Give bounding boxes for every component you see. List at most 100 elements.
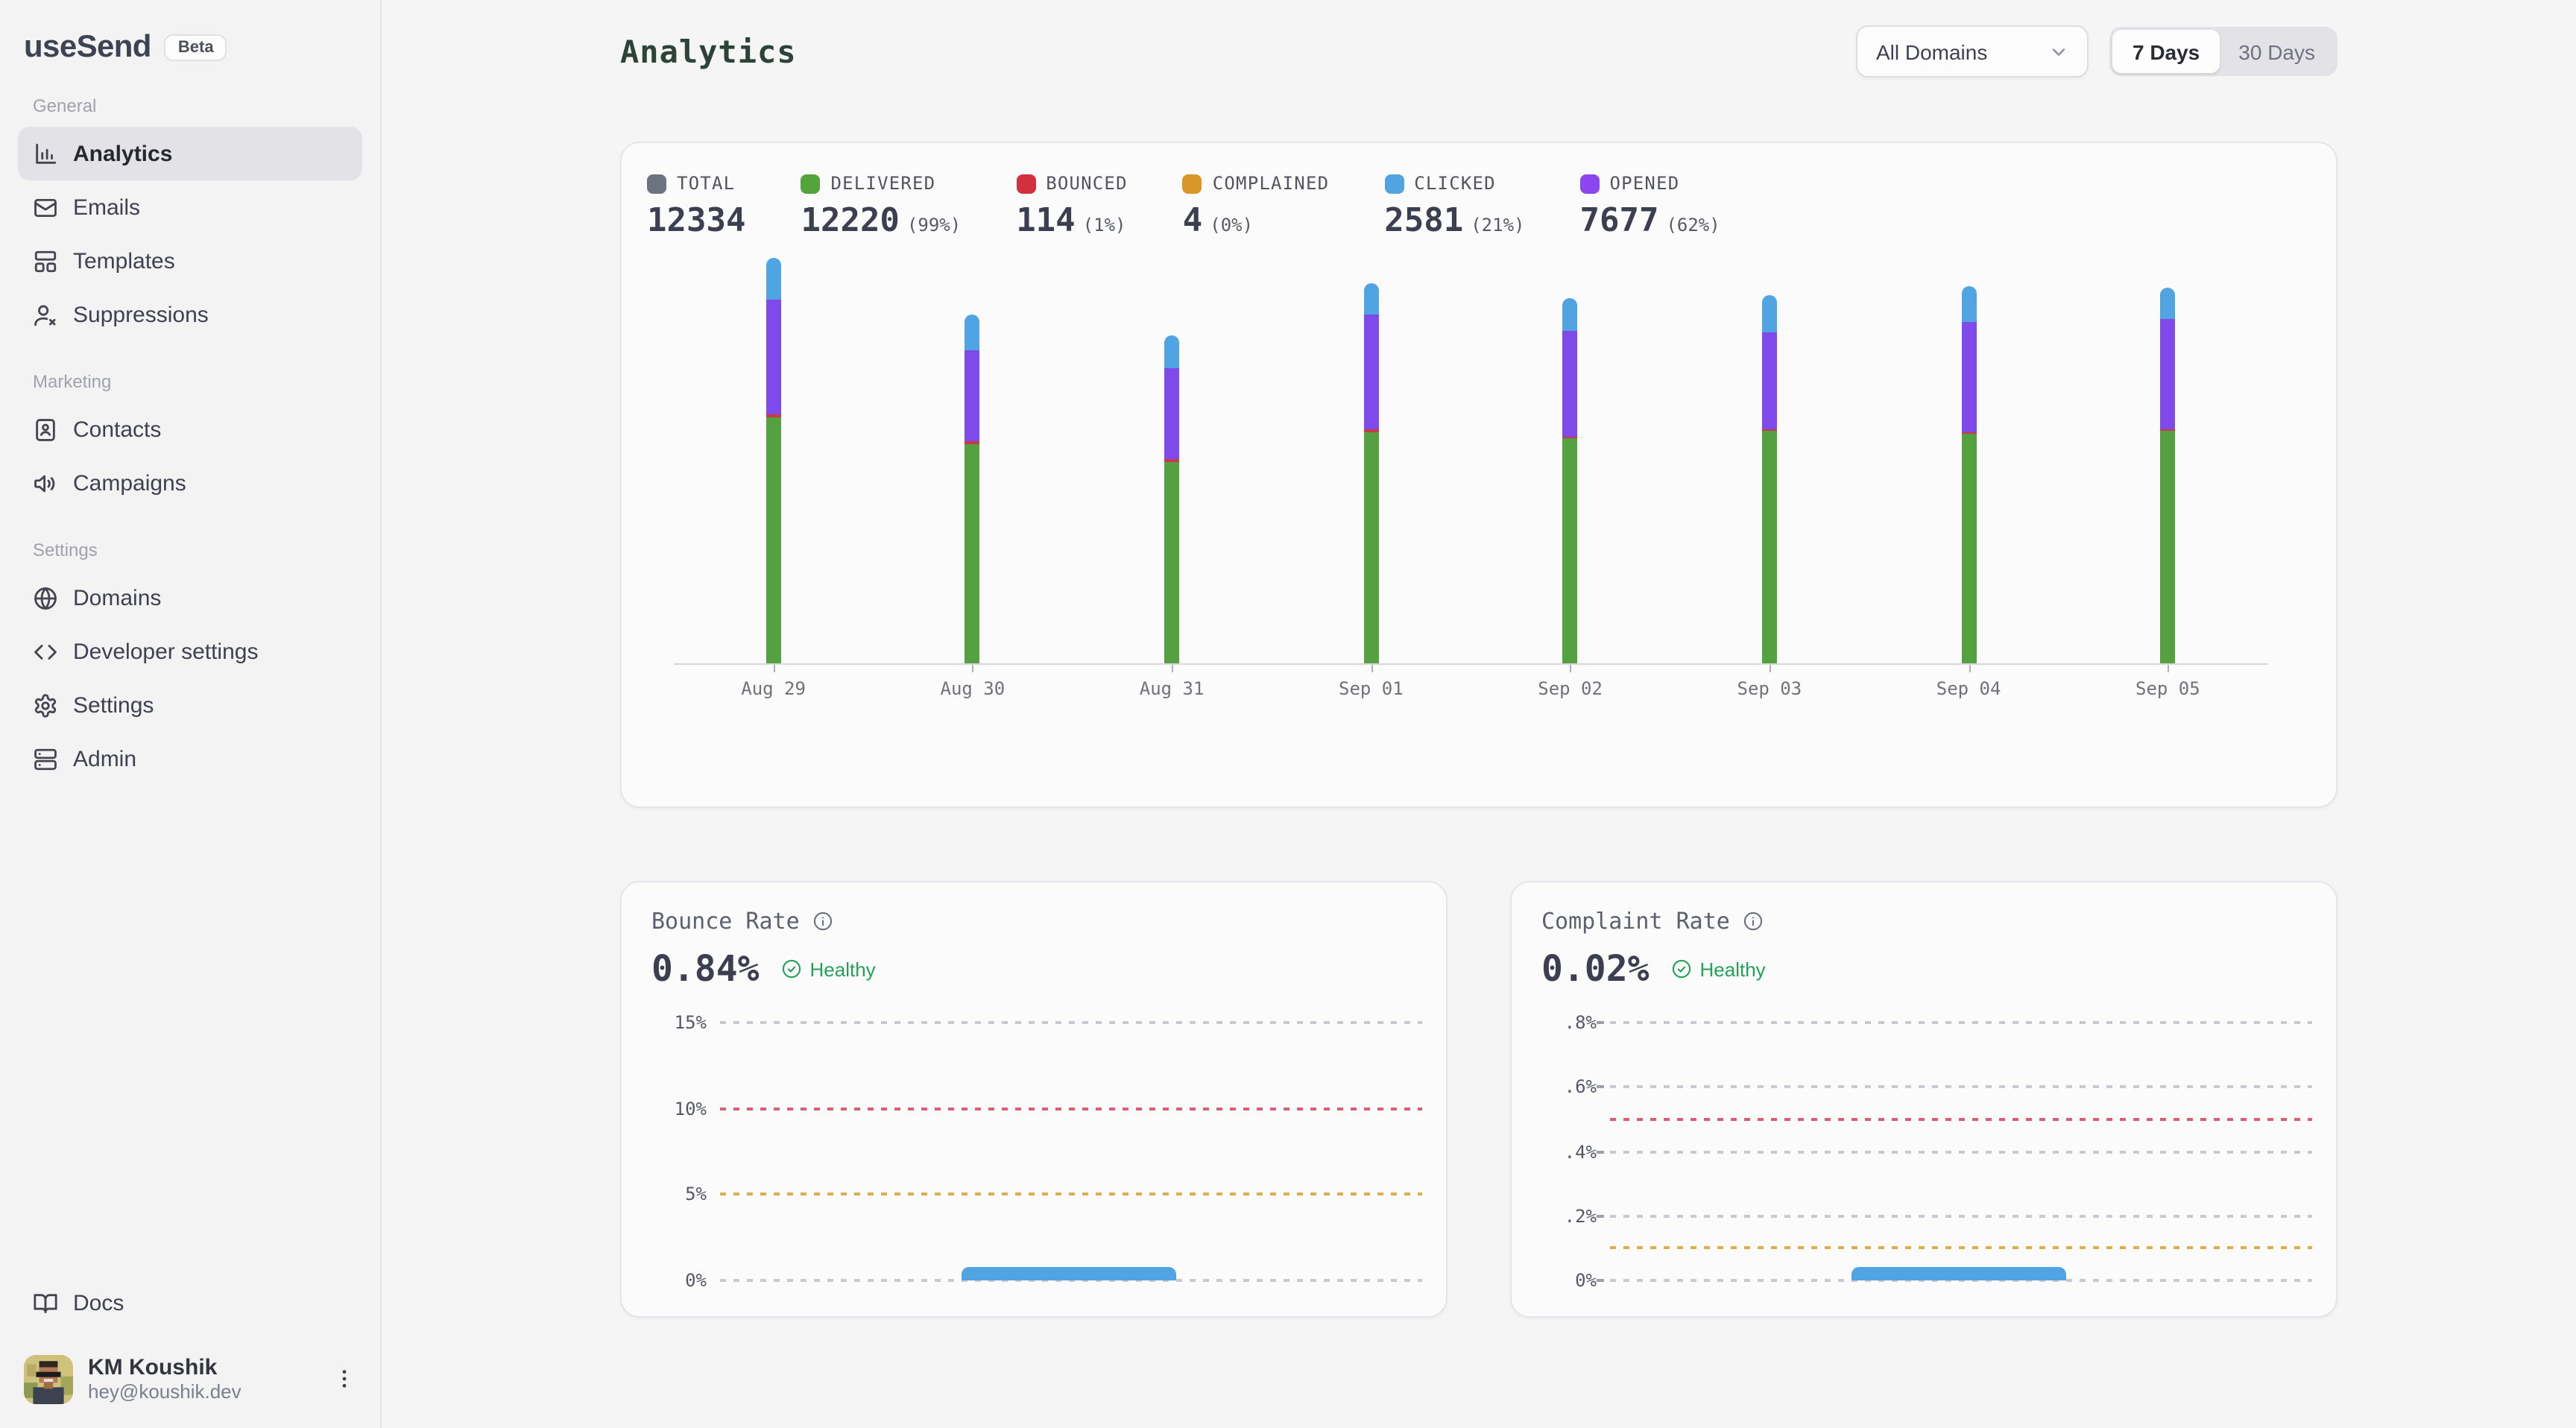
bar-segment-bounced (1363, 429, 1379, 432)
sidebar-item-domains[interactable]: Domains (18, 571, 362, 625)
threshold-line-0.5 (1610, 1117, 2312, 1121)
bar-slot-aug-30 (873, 315, 1072, 663)
stat-value: 114 (1%) (1016, 203, 1126, 240)
range-option-7-days[interactable]: 7 Days (2112, 30, 2220, 73)
complaint-rate-value-row: 0.02% Healthy (1541, 948, 2315, 990)
stat-label: BOUNCED (1046, 173, 1128, 194)
stat-value: 12334 (647, 203, 746, 240)
x-axis-label: Sep 04 (1869, 665, 2068, 699)
stat-value: 7677 (62%) (1579, 203, 1720, 240)
sidebar-item-campaigns[interactable]: Campaigns (18, 456, 362, 510)
gridline-15- (720, 1021, 1422, 1024)
bar-segment-clicked (1363, 283, 1379, 315)
bar-segment-clicked (965, 315, 980, 350)
sidebar-item-label: Developer settings (73, 639, 259, 664)
sidebar-item-analytics[interactable]: Analytics (18, 127, 362, 180)
domain-filter-dropdown[interactable]: All Domains (1856, 25, 2089, 78)
bar-slot-sep-01 (1272, 283, 1471, 663)
bar-segment-bounced (965, 441, 980, 444)
rate-value-bar (962, 1267, 1177, 1280)
sidebar-item-contacts[interactable]: Contacts (18, 402, 362, 456)
sidebar-item-suppressions[interactable]: Suppressions (18, 288, 362, 341)
bounce-status-badge: Healthy (782, 958, 876, 980)
bar-segment-delivered (1363, 432, 1379, 663)
sidebar-item-label: Templates (73, 248, 175, 274)
y-axis-label: .2% (1564, 1205, 1597, 1227)
stat-percent: (21%) (1471, 215, 1525, 236)
analytics-card: TOTAL 12334 DELIVERED 12220 (99%) BOUNCED 114(… (620, 142, 2337, 808)
bar-segment-opened (765, 300, 781, 414)
bar-segment-delivered (1562, 438, 1578, 663)
gridline--2- (1597, 1214, 2312, 1218)
stat-percent: (62%) (1666, 215, 1720, 236)
range-option-30-days[interactable]: 30 Days (2238, 40, 2315, 63)
bar-segment-clicked (1961, 286, 1977, 322)
gridline-0- (1597, 1279, 2312, 1282)
bar-segment-clicked (2160, 288, 2176, 319)
bar-slot-sep-02 (1471, 298, 1670, 663)
legend-dot (1016, 174, 1036, 193)
bounce-status-label: Healthy (809, 958, 876, 980)
brand-row: useSend Beta (18, 18, 362, 66)
sidebar-item-label: Campaigns (73, 470, 186, 496)
x-axis-label: Aug 30 (873, 665, 1072, 699)
bounce-rate-value: 0.84% (651, 948, 760, 990)
legend-dot (1182, 174, 1202, 193)
sidebar-item-label: Domains (73, 585, 162, 610)
sidebar-item-admin[interactable]: Admin (18, 732, 362, 786)
main-content: Analytics All Domains 7 Days 30 Days TOT… (382, 0, 2576, 1428)
user-x-icon (33, 302, 58, 327)
bar-segment-delivered (765, 417, 781, 663)
info-icon[interactable] (1743, 911, 1764, 932)
user-email: hey@koushik.dev (88, 1380, 242, 1403)
bar-segment-clicked (1164, 335, 1180, 368)
sidebar-item-templates[interactable]: Templates (18, 234, 362, 288)
sidebar-item-docs[interactable]: Docs (18, 1277, 362, 1330)
bar-segment-delivered (1761, 431, 1777, 663)
x-axis-label: Sep 01 (1272, 665, 1471, 699)
sidebar-item-label: Admin (73, 746, 137, 771)
sidebar-footer: Docs (18, 1277, 362, 1404)
sidebar-item-settings[interactable]: Settings (18, 678, 362, 732)
stat-delivered: DELIVERED 12220 (99%) (801, 173, 961, 240)
stat-value: 2581 (21%) (1384, 203, 1525, 240)
x-axis-label: Aug 29 (674, 665, 873, 699)
x-axis-label: Sep 02 (1471, 665, 1670, 699)
bar-segment-opened (965, 350, 980, 441)
domain-filter-value: All Domains (1875, 40, 1988, 63)
sidebar-item-emails[interactable]: Emails (18, 180, 362, 234)
sidebar-item-label: Emails (73, 195, 141, 220)
y-axis-label: 10% (674, 1098, 707, 1119)
stat-label: OPENED (1609, 173, 1680, 194)
mail-icon (33, 195, 58, 220)
sidebar-item-developer-settings[interactable]: Developer settings (18, 625, 362, 678)
complaint-rate-title-row: Complaint Rate (1541, 908, 2315, 935)
avatar (24, 1354, 73, 1404)
gridline-10- (720, 1107, 1422, 1111)
globe-icon (33, 585, 58, 610)
complaint-rate-value: 0.02% (1541, 948, 1650, 990)
bar-segment-bounced (765, 414, 781, 417)
rate-cards-row: Bounce Rate 0.84% Healthy 15% 10% 5% 0% (620, 881, 2337, 1318)
sidebar-section-label-general: General (33, 95, 97, 116)
gridline-5- (720, 1192, 1422, 1196)
bounce-rate-title-row: Bounce Rate (651, 908, 1425, 935)
bar-segment-opened (1562, 331, 1578, 437)
x-axis-labels: Aug 29 Aug 30 Aug 31 Sep 01 Sep 02 Sep 03 Sep … (674, 665, 2267, 699)
stat-opened: OPENED 7677 (62%) (1579, 173, 1720, 240)
stat-bounced: BOUNCED 114 (1%) (1016, 173, 1128, 240)
complaint-rate-chart: .8% .6% .4% .2% 0% (1541, 1011, 2315, 1294)
user-menu[interactable]: KM Koushik hey@koushik.dev (18, 1354, 362, 1404)
stat-percent: (99%) (906, 215, 962, 236)
beta-badge: Beta (164, 34, 227, 61)
complaint-rate-title: Complaint Rate (1541, 908, 1730, 935)
bar-segment-bounced (1164, 459, 1180, 462)
plot-area (674, 258, 2267, 665)
brand-logo: useSend (24, 30, 151, 64)
info-icon[interactable] (813, 911, 834, 932)
sidebar-item-label: Suppressions (73, 302, 209, 327)
gridline-0- (720, 1279, 1422, 1282)
email-events-chart: Aug 29 Aug 30 Aug 31 Sep 01 Sep 02 Sep 03 Sep … (674, 258, 2267, 699)
docs-label: Docs (73, 1291, 124, 1316)
kebab-menu-icon[interactable] (332, 1368, 356, 1391)
